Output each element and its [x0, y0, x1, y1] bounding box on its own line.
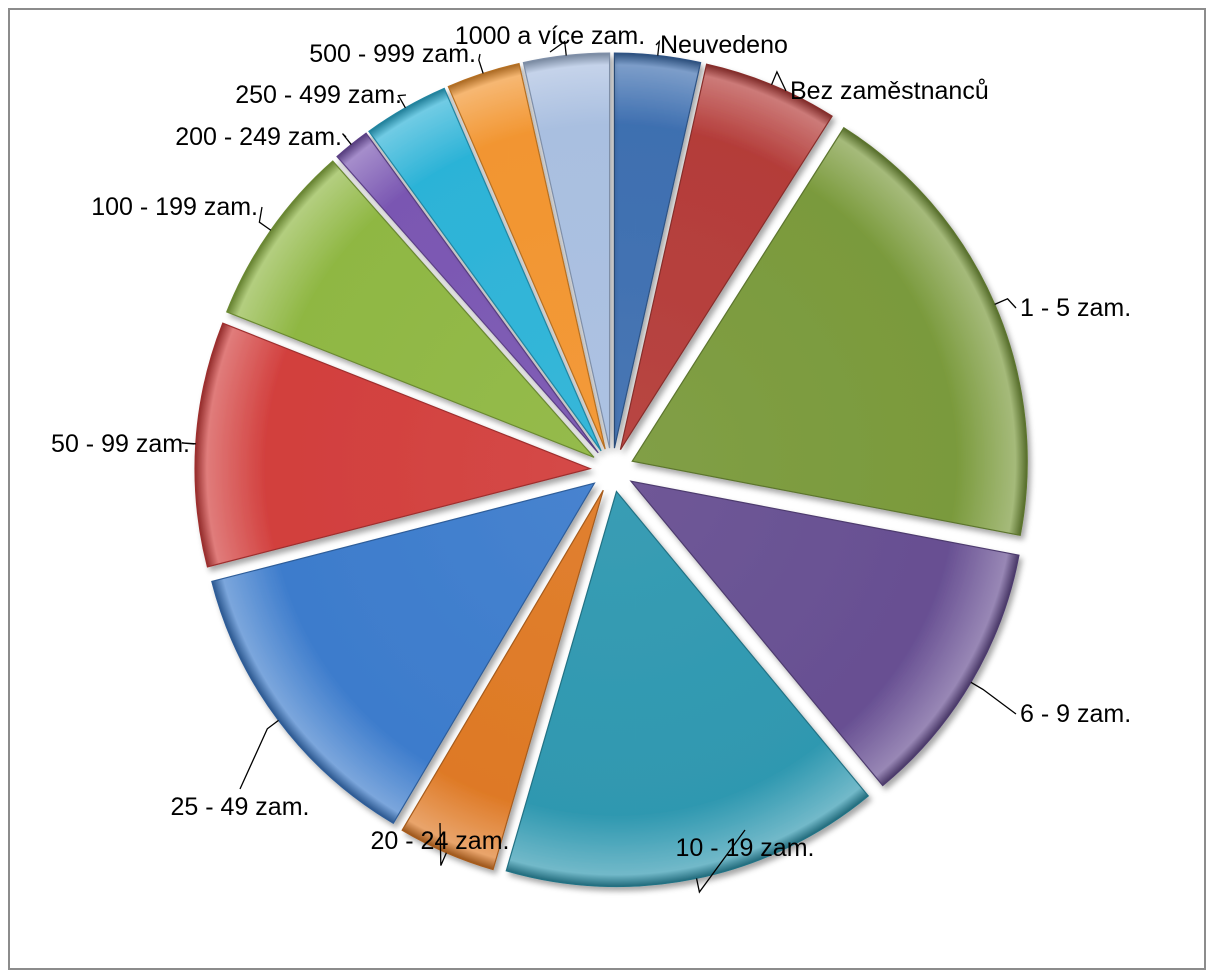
leader-line	[181, 442, 196, 445]
leader-line	[342, 133, 352, 145]
pie-slice	[211, 482, 596, 825]
leader-line	[770, 70, 787, 92]
leader-line	[439, 822, 447, 866]
slice-label: 25 - 49 zam.	[171, 793, 310, 821]
leader-line	[478, 53, 484, 74]
pie-slice	[194, 322, 592, 568]
slice-label: 250 - 499 zam.	[235, 81, 402, 109]
slice-label: 50 - 99 zam.	[51, 430, 190, 458]
slice-label: 100 - 199 zam.	[91, 193, 258, 221]
leader-line	[239, 719, 279, 790]
slice-label: 500 - 999 zam.	[309, 40, 476, 68]
leader-line	[655, 39, 661, 56]
leader-line	[970, 681, 1017, 715]
leader-line	[258, 206, 272, 231]
pie-slice	[225, 160, 595, 458]
leader-line	[994, 298, 1017, 309]
slice-label: Bez zaměstnanců	[790, 77, 989, 105]
slice-label: 1000 a více zam.	[455, 22, 645, 50]
slice-label: 10 - 19 zam.	[676, 834, 815, 862]
pie-slice	[619, 63, 833, 450]
slice-label: 6 - 9 zam.	[1020, 700, 1131, 728]
pie-slice	[629, 480, 1020, 787]
slice-label: Neuvedeno	[660, 31, 788, 59]
leader-line	[549, 40, 567, 56]
slice-label: 1 - 5 zam.	[1020, 294, 1131, 322]
leader-line	[397, 94, 407, 109]
slice-label: 20 - 24 zam.	[371, 827, 510, 855]
pie-slice	[368, 87, 602, 452]
slice-label: 200 - 249 zam.	[175, 123, 342, 151]
pie-slice	[447, 62, 606, 450]
pie-slice	[631, 126, 1028, 536]
leader-line	[695, 829, 746, 894]
